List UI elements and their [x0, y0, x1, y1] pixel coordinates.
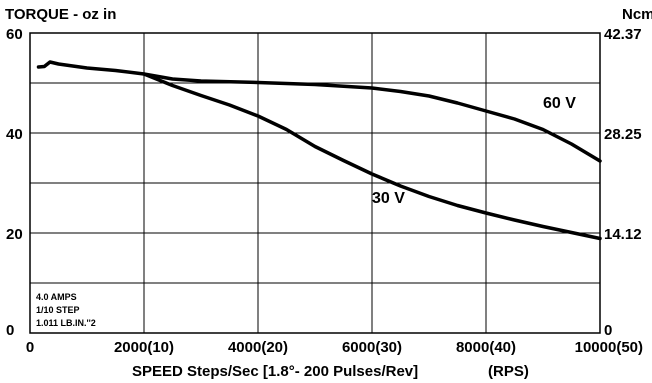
left-y-tick-label: 0	[6, 322, 14, 339]
right-y-tick-label: 42.37	[604, 26, 642, 43]
series-line-30v	[142, 72, 602, 241]
series-line-60v	[36, 60, 602, 163]
x-tick-label: 8000(40)	[456, 339, 516, 356]
left-y-tick-label: 60	[6, 26, 23, 43]
annotation-inertia: 1.011 LB.IN.''2	[36, 318, 96, 328]
x-tick-label: 10000(50)	[575, 339, 643, 356]
right-axis-title: Ncm	[622, 6, 652, 23]
series-label-30v: 30 V	[372, 190, 405, 207]
right-y-tick-label: 0	[604, 322, 612, 339]
x-tick-label: 6000(30)	[342, 339, 402, 356]
series-label-60v: 60 V	[543, 95, 576, 112]
right-y-tick-labels: 0 14.12 28.25 42.37	[604, 26, 642, 339]
annotation-amps: 4.0 AMPS	[36, 292, 77, 302]
x-axis-secondary-label: (RPS)	[488, 363, 529, 380]
annotation-step: 1/10 STEP	[36, 305, 80, 315]
right-y-tick-label: 14.12	[604, 226, 642, 243]
series-lines	[36, 60, 602, 241]
grid	[30, 33, 600, 333]
x-axis-label: SPEED Steps/Sec [1.8°- 200 Pulses/Rev]	[132, 363, 418, 380]
left-axis-title: TORQUE - oz in	[5, 6, 116, 23]
series-labels: 60 V 30 V	[372, 95, 576, 207]
left-y-tick-label: 40	[6, 126, 23, 143]
left-y-tick-label: 20	[6, 226, 23, 243]
x-tick-labels: 0 2000(10) 4000(20) 6000(30) 8000(40) 10000(5…	[26, 339, 643, 356]
right-y-tick-label: 28.25	[604, 126, 642, 143]
left-y-tick-labels: 0 20 40 60	[6, 26, 23, 339]
x-tick-label: 2000(10)	[114, 339, 174, 356]
x-tick-label: 4000(20)	[228, 339, 288, 356]
x-tick-label: 0	[26, 339, 34, 356]
